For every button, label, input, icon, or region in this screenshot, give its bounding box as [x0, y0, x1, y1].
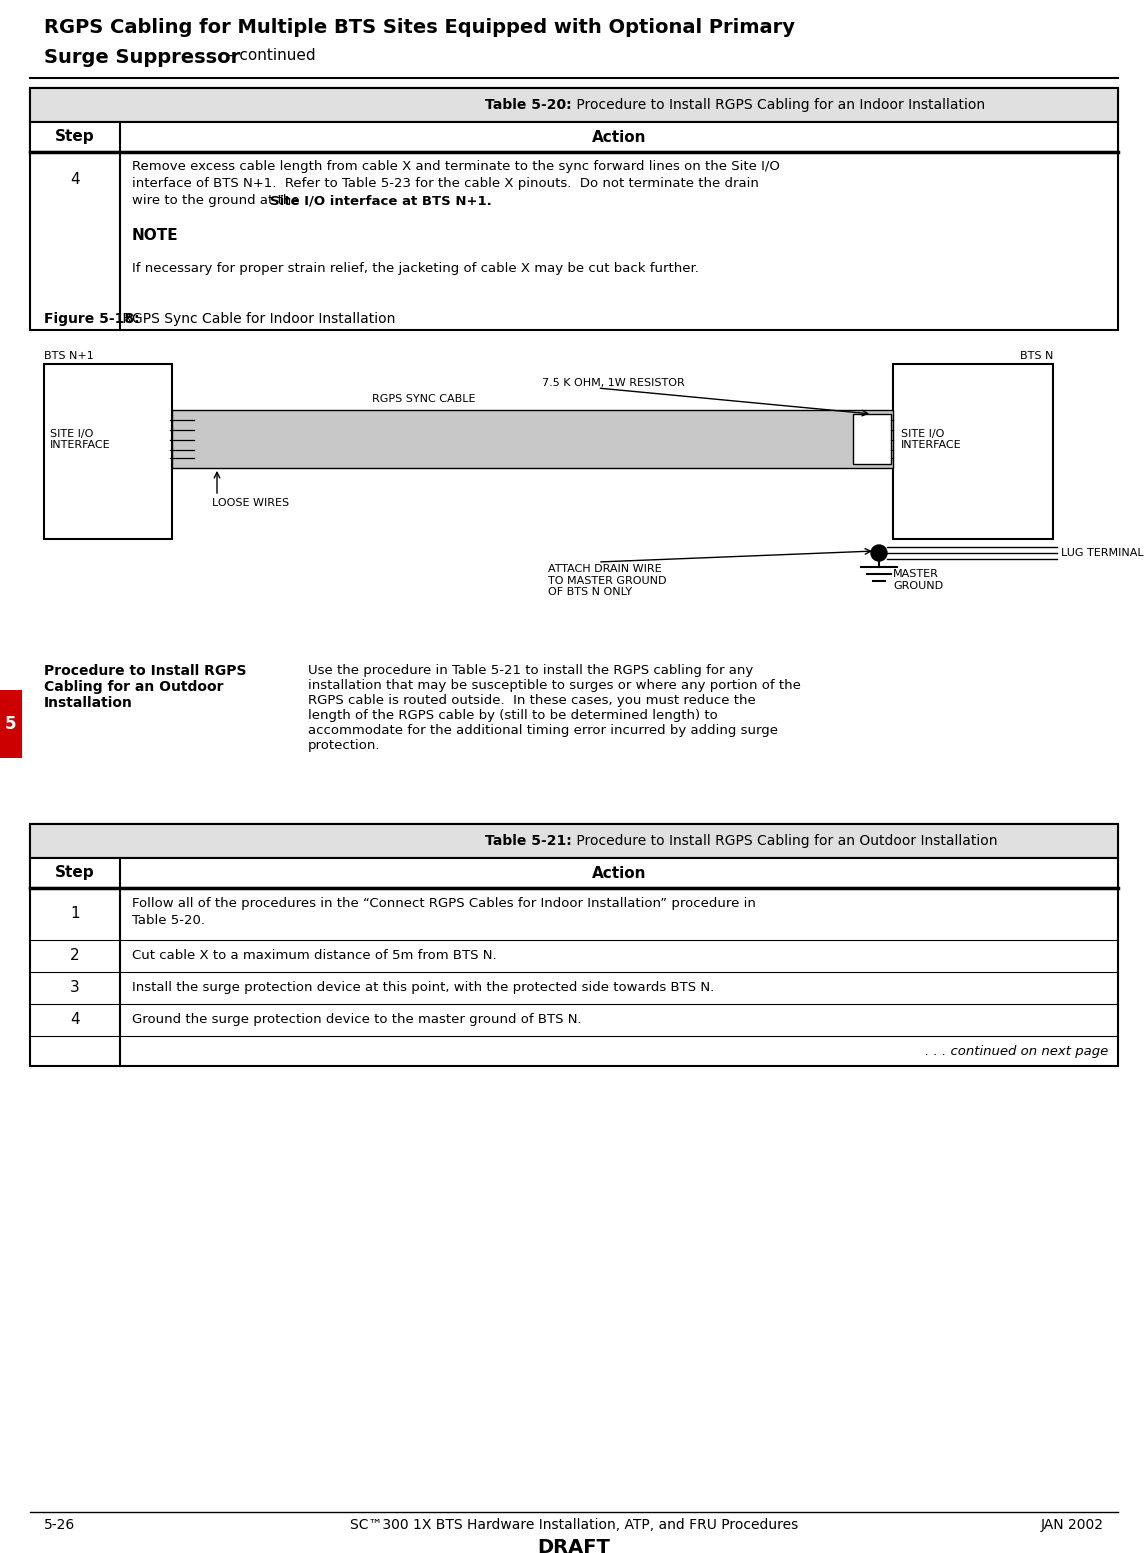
Text: BTS N+1: BTS N+1 — [44, 351, 94, 360]
Text: SC™300 1X BTS Hardware Installation, ATP, and FRU Procedures: SC™300 1X BTS Hardware Installation, ATP… — [350, 1517, 798, 1531]
Circle shape — [871, 545, 887, 561]
Bar — [30, 89, 1118, 123]
Bar — [30, 825, 1118, 1065]
Text: Cut cable X to a maximum distance of 5m from BTS N.: Cut cable X to a maximum distance of 5m … — [132, 949, 497, 961]
Text: Action: Action — [591, 865, 646, 881]
Text: SITE I/O
INTERFACE: SITE I/O INTERFACE — [901, 429, 962, 450]
Text: Ground the surge protection device to the master ground of BTS N.: Ground the surge protection device to th… — [132, 1013, 582, 1027]
Text: MASTER
GROUND: MASTER GROUND — [893, 568, 944, 590]
Bar — [30, 123, 1118, 152]
Text: – continued: – continued — [222, 48, 316, 64]
Text: Follow all of the procedures in the “Connect RGPS Cables for Indoor Installation: Follow all of the procedures in the “Con… — [132, 898, 755, 910]
Text: ATTACH DRAIN WIRE
TO MASTER GROUND
OF BTS N ONLY: ATTACH DRAIN WIRE TO MASTER GROUND OF BT… — [548, 564, 667, 598]
Text: 2: 2 — [70, 949, 80, 963]
Text: 5-26: 5-26 — [44, 1517, 76, 1531]
Text: Table 5-21:: Table 5-21: — [486, 834, 572, 848]
Text: SITE I/O
INTERFACE: SITE I/O INTERFACE — [51, 429, 110, 450]
Text: Procedure to Install RGPS Cabling for an Outdoor Installation: Procedure to Install RGPS Cabling for an… — [572, 834, 998, 848]
Text: 7.5 K OHM, 1W RESISTOR: 7.5 K OHM, 1W RESISTOR — [543, 377, 685, 388]
Text: 3: 3 — [70, 980, 80, 995]
Text: Remove excess cable length from cable X and terminate to the sync forward lines : Remove excess cable length from cable X … — [132, 160, 779, 172]
Text: Action: Action — [591, 129, 646, 144]
Text: LUG TERMINAL: LUG TERMINAL — [1061, 548, 1143, 558]
Text: Procedure to Install RGPS
Cabling for an Outdoor
Installation: Procedure to Install RGPS Cabling for an… — [44, 665, 247, 710]
Text: Install the surge protection device at this point, with the protected side towar: Install the surge protection device at t… — [132, 981, 714, 994]
Bar — [0, 690, 22, 758]
Text: 1: 1 — [70, 907, 80, 921]
Text: 4: 4 — [70, 1013, 80, 1028]
Text: 4: 4 — [70, 172, 80, 186]
Text: Procedure to Install RGPS Cabling for an Indoor Installation: Procedure to Install RGPS Cabling for an… — [572, 98, 985, 112]
Bar — [30, 857, 1118, 888]
Text: Step: Step — [55, 129, 95, 144]
Bar — [893, 363, 1053, 539]
Text: JAN 2002: JAN 2002 — [1041, 1517, 1104, 1531]
Text: Surge Suppressor: Surge Suppressor — [44, 48, 240, 67]
Text: NOTE: NOTE — [132, 228, 179, 242]
Text: RGPS Sync Cable for Indoor Installation: RGPS Sync Cable for Indoor Installation — [118, 312, 395, 326]
Text: Step: Step — [55, 865, 95, 881]
Text: wire to the ground at the: wire to the ground at the — [132, 194, 304, 207]
Bar — [853, 415, 891, 464]
Text: Use the procedure in Table 5-21 to install the RGPS cabling for any
installation: Use the procedure in Table 5-21 to insta… — [308, 665, 801, 752]
Bar — [30, 89, 1118, 329]
Bar — [44, 363, 172, 539]
Text: LOOSE WIRES: LOOSE WIRES — [212, 499, 289, 508]
Text: RGPS SYNC CABLE: RGPS SYNC CABLE — [372, 394, 476, 404]
Bar — [172, 410, 893, 467]
Bar — [30, 825, 1118, 857]
Text: . . . continued on next page: . . . continued on next page — [925, 1045, 1108, 1058]
Text: RGPS Cabling for Multiple BTS Sites Equipped with Optional Primary: RGPS Cabling for Multiple BTS Sites Equi… — [44, 19, 796, 37]
Text: interface of BTS N+1.  Refer to Table 5-23 for the cable X pinouts.  Do not term: interface of BTS N+1. Refer to Table 5-2… — [132, 177, 759, 189]
Text: Site I/O interface at BTS N+1.: Site I/O interface at BTS N+1. — [270, 194, 491, 207]
Text: Table 5-20.: Table 5-20. — [132, 915, 205, 927]
Text: 5: 5 — [6, 714, 17, 733]
Text: Figure 5-18:: Figure 5-18: — [44, 312, 140, 326]
Text: BTS N: BTS N — [1019, 351, 1053, 360]
Text: Table 5-20:: Table 5-20: — [486, 98, 572, 112]
Text: DRAFT: DRAFT — [537, 1537, 611, 1553]
Text: If necessary for proper strain relief, the jacketing of cable X may be cut back : If necessary for proper strain relief, t… — [132, 262, 699, 275]
